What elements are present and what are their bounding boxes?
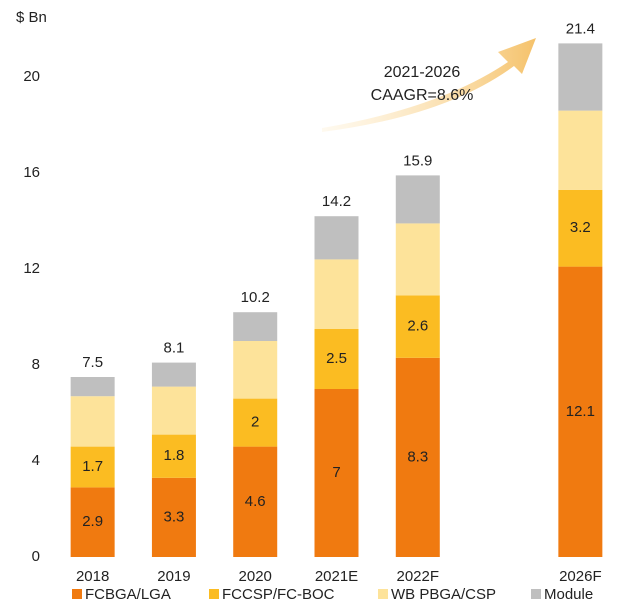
bar-segment — [70, 377, 115, 397]
x-tick-label: 2026F — [559, 568, 602, 585]
legend-label: FCCSP/FC-BOC — [222, 586, 335, 603]
data-label: 1.7 — [82, 458, 103, 475]
data-label: 12.1 — [566, 403, 595, 420]
total-label: 21.4 — [566, 20, 595, 37]
annotation: 2021-2026 — [384, 64, 461, 81]
legend-swatch — [72, 589, 82, 599]
legend-swatch — [209, 589, 219, 599]
bar-segment — [558, 266, 603, 557]
data-label: 7 — [332, 464, 340, 481]
bar-segment — [70, 396, 115, 447]
bar-segment — [395, 295, 440, 358]
y-tick-label: 16 — [23, 164, 40, 181]
y-axis-label: $ Bn — [16, 9, 47, 26]
bar-segment — [151, 477, 196, 557]
x-tick-label: 2018 — [76, 568, 109, 585]
legend-label: Module — [544, 586, 593, 603]
total-label: 15.9 — [403, 152, 432, 169]
legend-label: WB PBGA/CSP — [391, 586, 496, 603]
bar-segment — [558, 43, 603, 111]
growth-arrow — [322, 38, 536, 132]
total-label: 14.2 — [322, 193, 351, 210]
y-tick-label: 0 — [32, 548, 40, 565]
bar-segment — [558, 189, 603, 267]
y-tick-label: 8 — [32, 356, 40, 373]
legend-swatch — [531, 589, 541, 599]
bar-segment — [314, 389, 359, 557]
bar-segment — [558, 110, 603, 190]
bar-segment — [395, 223, 440, 296]
bar-segment — [233, 312, 278, 341]
bar-segment — [233, 398, 278, 447]
y-tick-label: 4 — [32, 452, 40, 469]
bar-segment — [314, 329, 359, 389]
bar-segment — [233, 446, 278, 557]
bar-segment — [151, 434, 196, 478]
x-tick-label: 2019 — [157, 568, 190, 585]
legend-label: FCBGA/LGA — [85, 586, 171, 603]
data-label: 1.8 — [163, 447, 184, 464]
data-label: 2.5 — [326, 350, 347, 367]
data-label: 4.6 — [245, 493, 266, 510]
bar-segment — [314, 216, 359, 260]
bar-segment — [151, 362, 196, 387]
annotation: CAAGR=8.6% — [371, 87, 474, 104]
y-tick-label: 20 — [23, 68, 40, 85]
x-tick-label: 2020 — [239, 568, 272, 585]
data-label: 8.3 — [407, 448, 428, 465]
bar-segment — [70, 487, 115, 557]
data-label: 3.2 — [570, 219, 591, 236]
bar-segment — [395, 175, 440, 224]
bar-segment — [151, 386, 196, 435]
legend-swatch — [378, 589, 388, 599]
bar-segment — [314, 259, 359, 329]
data-label: 2.6 — [407, 318, 428, 335]
data-label: 2.9 — [82, 513, 103, 530]
bar-segment — [395, 357, 440, 557]
bar-segment — [70, 446, 115, 488]
total-label: 10.2 — [241, 289, 270, 306]
data-label: 2 — [251, 414, 259, 431]
data-label: 3.3 — [163, 508, 184, 525]
total-label: 8.1 — [163, 340, 184, 357]
y-tick-label: 12 — [23, 260, 40, 277]
total-label: 7.5 — [82, 354, 103, 371]
bar-segment — [233, 341, 278, 399]
x-tick-label: 2022F — [397, 568, 440, 585]
x-tick-label: 2021E — [315, 568, 358, 585]
